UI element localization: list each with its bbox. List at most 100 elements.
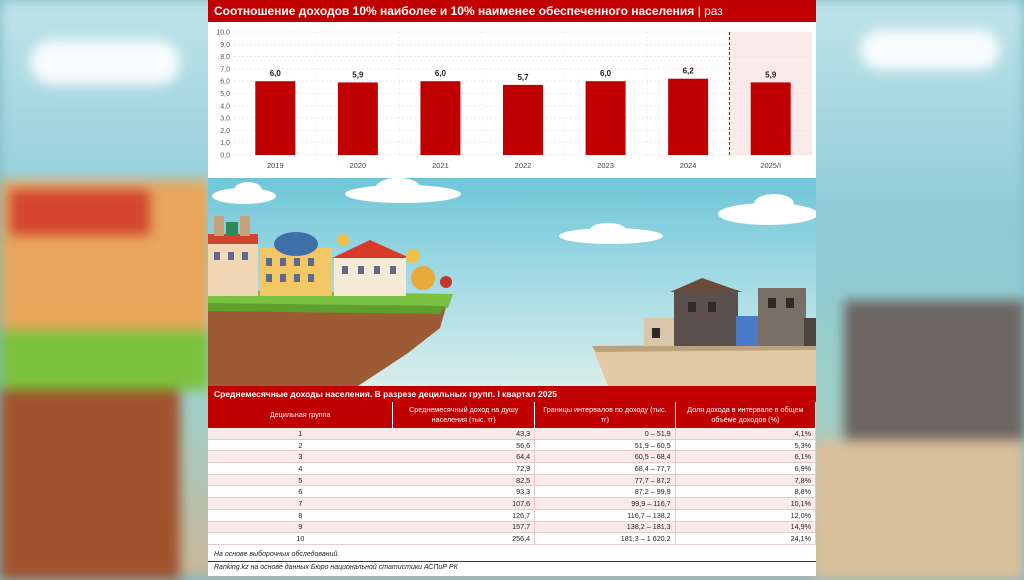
table-title: Среднемесячные доходы населения. В разре… (208, 386, 816, 402)
x-tick-label: 2022 (515, 161, 532, 170)
table-body: 1 43,3 0 – 51,9 4,1% 2 56,6 51,9 – 60,5 5,3% 3 64… (208, 428, 817, 545)
cell-interval: 60,5 – 68,4 (534, 450, 676, 464)
cell-share: 24,1% (675, 532, 817, 545)
col-income-share: Доля дохода в интервале в общем объёме д… (675, 402, 817, 428)
bar-2023 (585, 81, 626, 155)
y-tick-label: 10,0 (216, 30, 230, 37)
bar-value-label: 5,9 (352, 70, 364, 79)
cell-share: 4,1% (675, 428, 817, 440)
cell-share: 5,3% (675, 439, 817, 452)
table-row: 7 107,6 99,9 – 116,7 10,1% (208, 497, 817, 510)
cell-avg-income: 56,6 (392, 439, 536, 452)
bar-value-label: 6,2 (683, 67, 695, 76)
table-row: 3 64,4 60,5 – 68,4 6,1% (208, 450, 817, 464)
x-tick-label: 2023 (597, 161, 614, 170)
col-avg-income: Среднемесячный доход на душу населения (… (392, 402, 536, 428)
y-tick-label: 3,0 (220, 116, 230, 123)
y-tick-label: 4,0 (220, 103, 230, 110)
table-row: 4 72,9 68,4 – 77,7 6,9% (208, 462, 817, 475)
table-row: 5 82,5 77,7 – 87,2 7,8% (208, 474, 817, 487)
table-row: 6 93,3 87,2 – 99,9 8,8% (208, 485, 817, 499)
y-tick-label: 6,0 (220, 79, 230, 86)
clouds (212, 178, 816, 244)
income-decile-table: Децильная группа Среднемесячный доход на… (208, 402, 817, 545)
cell-interval: 68,4 – 77,7 (534, 462, 676, 475)
bar-2025/I (750, 82, 791, 155)
y-tick-label: 7,0 (220, 66, 230, 73)
bar-2024 (668, 78, 709, 155)
table-row: 9 157,7 138,2 – 181,3 14,9% (208, 521, 817, 534)
cell-interval: 99,9 – 116,7 (534, 497, 676, 510)
bar-2022 (503, 84, 543, 155)
table-row: 1 43,3 0 – 51,9 4,1% (208, 428, 817, 440)
cell-interval: 77,7 – 87,2 (534, 474, 676, 487)
cell-share: 7,8% (675, 474, 817, 487)
x-tick-label: 2020 (350, 161, 367, 170)
chart-unit: | раз (697, 4, 723, 18)
cell-decile: 5 (208, 474, 393, 487)
cell-interval: 87,2 – 99,9 (534, 485, 676, 499)
chart-title: Соотношение доходов 10% наиболее и 10% н… (208, 0, 816, 22)
cell-decile: 6 (208, 485, 393, 499)
cell-avg-income: 256,4 (392, 532, 536, 545)
illustration-rich-vs-poor (208, 178, 816, 386)
cell-share: 8,8% (675, 485, 817, 499)
footnote-sampling: На основе выборочных обследований. (214, 551, 340, 558)
cell-avg-income: 107,6 (392, 497, 536, 510)
cell-share: 6,1% (675, 450, 817, 464)
y-tick-label: 8,0 (220, 54, 230, 61)
cell-avg-income: 43,3 (392, 428, 536, 440)
rich-buildings (208, 216, 452, 296)
cell-interval: 181,3 – 1 620,2 (534, 532, 676, 545)
cell-share: 10,1% (675, 497, 817, 510)
cell-interval: 51,9 – 60,5 (534, 439, 676, 452)
poor-cliff (592, 344, 816, 386)
x-tick-label: 2025/I (760, 161, 781, 170)
cell-share: 14,9% (675, 521, 817, 534)
cell-decile: 3 (208, 450, 393, 464)
bar-2021 (420, 81, 461, 155)
bar-value-label: 5,9 (765, 70, 777, 79)
cell-interval: 0 – 51,9 (534, 428, 676, 440)
y-tick-label: 9,0 (220, 42, 230, 49)
bar-2019 (255, 81, 296, 155)
rich-cliff (208, 290, 453, 386)
y-tick-label: 1,0 (220, 140, 230, 147)
bar-value-label: 6,0 (435, 69, 447, 78)
cell-decile: 7 (208, 497, 393, 510)
table-row: 8 126,7 116,7 – 138,2 12,0% (208, 509, 817, 522)
cell-avg-income: 126,7 (392, 509, 536, 522)
cell-avg-income: 82,5 (392, 474, 536, 487)
chart-title-text: Соотношение доходов 10% наиболее и 10% н… (214, 4, 695, 18)
cell-avg-income: 72,9 (392, 462, 536, 475)
cell-avg-income: 157,7 (392, 521, 536, 534)
y-tick-label: 5,0 (220, 91, 230, 98)
cell-share: 12,0% (675, 509, 817, 522)
col-interval-bounds: Границы интервалов по доходу (тыс. тг) (534, 402, 676, 428)
y-tick-label: 2,0 (220, 128, 230, 135)
cell-decile: 10 (208, 532, 393, 545)
cell-interval: 116,7 – 138,2 (534, 509, 676, 522)
poor-shacks (644, 278, 816, 346)
cell-decile: 8 (208, 509, 393, 522)
bar-value-label: 6,0 (600, 69, 612, 78)
cell-avg-income: 93,3 (392, 485, 536, 499)
footnote-source: Ranking.kz на основе данных Бюро национа… (214, 564, 458, 571)
cell-decile: 2 (208, 439, 393, 452)
table-row: 10 256,4 181,3 – 1 620,2 24,1% (208, 532, 817, 545)
y-tick-label: 0,0 (220, 153, 230, 160)
cell-interval: 138,2 – 181,3 (534, 521, 676, 534)
bar-2020 (337, 82, 378, 155)
cell-decile: 1 (208, 428, 393, 440)
col-decile-group: Децильная группа (208, 402, 394, 428)
x-tick-label: 2021 (432, 161, 449, 170)
cell-decile: 4 (208, 462, 393, 475)
cell-decile: 9 (208, 521, 393, 534)
bar-value-label: 6,0 (270, 69, 282, 78)
cell-share: 6,9% (675, 462, 817, 475)
infographic-panel: Соотношение доходов 10% наиболее и 10% н… (208, 0, 817, 576)
bar-value-label: 5,7 (517, 73, 529, 82)
ratio-bar-chart: 0,0 1,0 2,0 3,0 4,0 5,0 6,0 7,0 8,0 9,0 10,0 6,0 201… (216, 30, 812, 170)
x-tick-label: 2019 (267, 161, 284, 170)
table-row: 2 56,6 51,9 – 60,5 5,3% (208, 439, 817, 452)
